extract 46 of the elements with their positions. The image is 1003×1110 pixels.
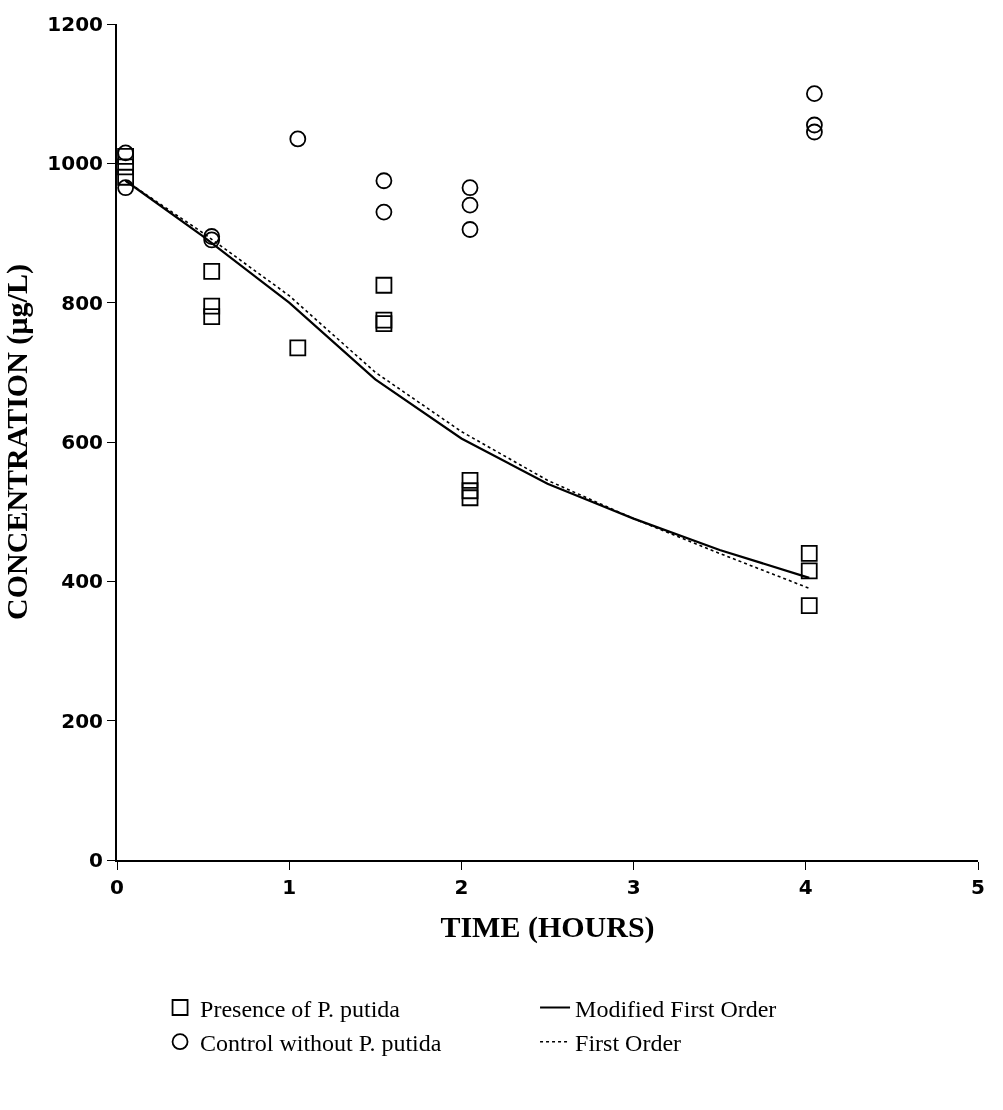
point [806,116,823,134]
x-tick-label: 2 [454,875,469,899]
point [203,308,221,325]
point [375,172,393,190]
x-tick-label: 1 [282,875,297,899]
point [800,597,818,615]
point [289,130,307,148]
legend-label: Control without P. putida [200,1030,442,1057]
point [117,168,135,186]
y-tick-label: 0 [89,848,103,872]
y-axis-title: CONCENTRATION (µg/L) [0,264,34,620]
point [203,262,221,280]
point [461,196,479,214]
y-tick-label: 800 [61,290,103,315]
point [203,297,221,315]
y-tick-label: 200 [61,708,103,733]
point [800,562,818,580]
point [375,315,393,332]
point [375,276,393,294]
point [461,179,479,197]
point [806,123,823,141]
point [375,311,393,329]
x-axis-title: TIME (HOURS) [440,910,655,944]
point [461,489,479,507]
point [375,203,393,221]
y-tick-label: 1000 [47,151,103,176]
point [203,228,221,245]
y-tick-label: 600 [61,430,103,454]
point [461,471,479,489]
x-tick-label: 4 [798,875,813,899]
legend-label: Presence of P. putida [200,995,401,1022]
point [117,179,135,197]
point [806,85,823,103]
point [461,482,479,500]
x-tick-label: 5 [971,875,985,899]
point [461,221,479,238]
point [289,339,307,357]
legend-label: Modified First Order [575,995,777,1022]
point [203,231,221,249]
point [117,158,135,176]
y-tick-label: 400 [61,569,103,594]
x-tick-label: 3 [626,875,641,899]
point [800,545,818,562]
y-tick-label: 1200 [47,12,103,36]
legend-label: First Order [575,1030,682,1057]
x-tick-label: 0 [110,875,124,899]
